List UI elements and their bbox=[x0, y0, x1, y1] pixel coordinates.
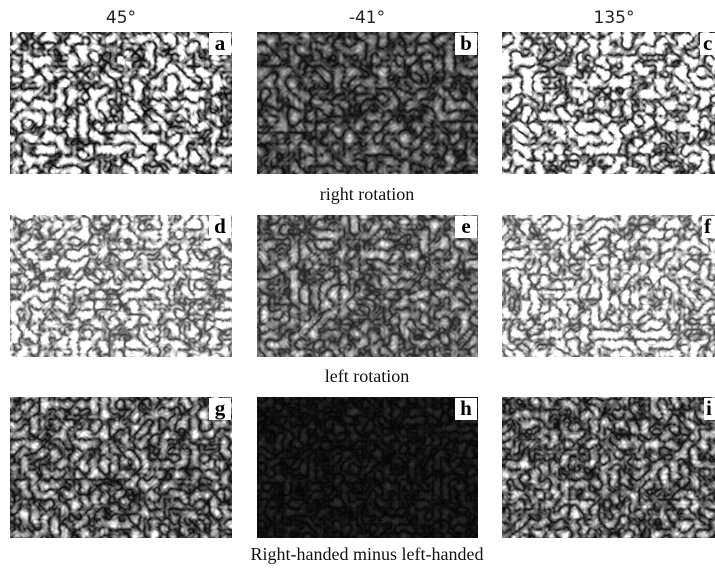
column-header: -41° bbox=[349, 8, 385, 28]
image-panel bbox=[10, 32, 232, 174]
panel-label: b bbox=[460, 31, 472, 55]
column-header: 135° bbox=[594, 8, 635, 28]
panel-label: h bbox=[460, 396, 472, 420]
panel-label: g bbox=[215, 396, 226, 420]
image-panel bbox=[502, 215, 715, 357]
label-box bbox=[209, 33, 231, 55]
image-panel bbox=[257, 215, 478, 357]
label-box bbox=[704, 398, 715, 420]
panel-label: i bbox=[706, 396, 712, 420]
row-caption: left rotation bbox=[325, 366, 409, 386]
label-box bbox=[702, 216, 715, 238]
panel-label: d bbox=[214, 214, 226, 238]
image-panel bbox=[10, 215, 232, 357]
image-panel bbox=[502, 32, 715, 174]
label-box bbox=[455, 216, 477, 238]
image-panel bbox=[257, 32, 478, 174]
row-caption: right rotation bbox=[320, 184, 414, 204]
image-panel bbox=[502, 397, 715, 538]
image-panel bbox=[257, 397, 478, 538]
row-caption: Right-handed minus left-handed bbox=[251, 544, 484, 564]
image-panel bbox=[10, 397, 232, 538]
column-header: 45° bbox=[106, 8, 136, 28]
panel-label: c bbox=[703, 31, 712, 55]
panel-label: e bbox=[461, 214, 470, 238]
label-box bbox=[455, 33, 477, 55]
panel-labels: a b c d e f g h i bbox=[209, 31, 715, 420]
panel-label: f bbox=[704, 214, 712, 238]
label-box bbox=[209, 398, 231, 420]
label-box bbox=[209, 216, 231, 238]
panel-label: a bbox=[215, 31, 226, 55]
label-box bbox=[455, 398, 477, 420]
label-box bbox=[700, 33, 715, 55]
